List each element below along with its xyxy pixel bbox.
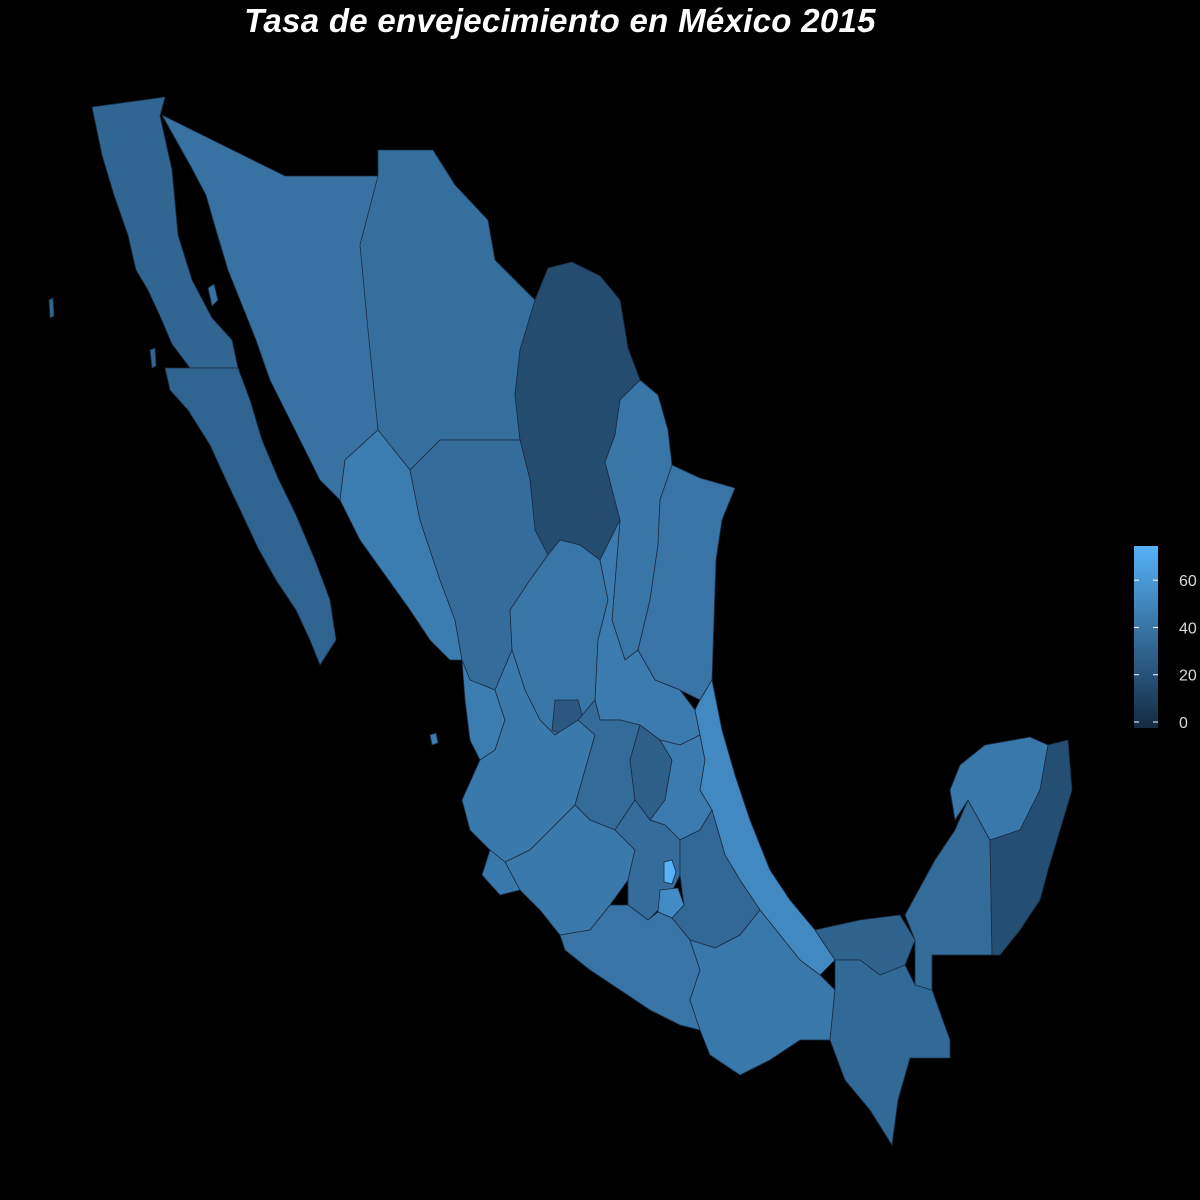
island-guadalupe bbox=[48, 297, 55, 319]
legend-tick-label: 40 bbox=[1179, 620, 1197, 637]
state-baja-california[interactable] bbox=[91, 96, 239, 369]
state-baja-california-sur[interactable] bbox=[164, 367, 337, 666]
island-marias bbox=[429, 732, 439, 746]
state-ciudad-de-mexico[interactable] bbox=[663, 859, 677, 885]
legend-colorbar bbox=[1134, 546, 1158, 728]
legend-ticks: 0 20 40 60 bbox=[1134, 573, 1197, 732]
legend-tick-label: 0 bbox=[1179, 715, 1188, 732]
legend-tick-label: 60 bbox=[1179, 573, 1197, 590]
state-chiapas[interactable] bbox=[829, 959, 951, 1147]
legend: 0 20 40 60 bbox=[1134, 546, 1197, 732]
state-colima[interactable] bbox=[481, 849, 521, 896]
islands-layer bbox=[48, 283, 439, 746]
state-quintana-roo[interactable] bbox=[989, 739, 1073, 956]
map-title: Tasa de envejecimiento en México 2015 bbox=[244, 2, 876, 39]
legend-tick-label: 20 bbox=[1179, 668, 1197, 685]
state-campeche[interactable] bbox=[904, 799, 993, 991]
island-tiburon bbox=[207, 283, 219, 307]
state-chihuahua[interactable] bbox=[359, 149, 536, 471]
island-cedros bbox=[149, 347, 157, 369]
states-layer bbox=[91, 96, 1073, 1147]
